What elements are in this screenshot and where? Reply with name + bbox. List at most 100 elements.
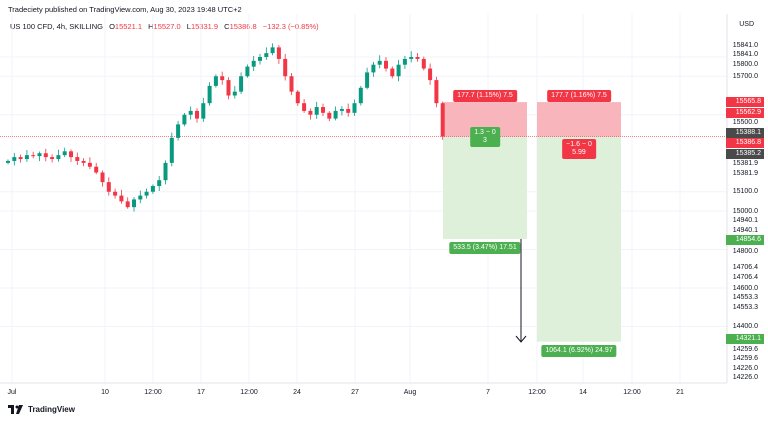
price-axis-label: 15381.9 [732,160,758,168]
candle-body [18,157,23,160]
candle-body [50,157,55,160]
low-value: 15331.9 [190,22,219,31]
symbol-name[interactable]: US 100 CFD, 4h, SKILLING [10,22,103,31]
low-label: L [186,22,191,31]
take-profit-zone[interactable] [537,136,621,342]
candle [396,59,401,82]
price-tag: 14321.1 [726,334,764,344]
stop-loss-zone[interactable] [537,102,621,137]
candle [421,56,426,71]
candle-body [232,91,237,96]
take-profit-label: 533.5 (3.47%) 17.51 [449,241,521,254]
candle-body [69,151,73,158]
time-axis-label: 7 [486,389,490,396]
candle [409,51,414,63]
candle-body [276,47,281,59]
candle [308,108,313,120]
price-tag: 15562.9 [726,107,764,118]
candle [18,154,23,163]
candle-body [289,76,294,92]
candle [434,76,439,108]
time-axis-label: 24 [293,389,301,396]
candle-body [245,66,250,77]
candle [352,99,357,116]
tradingview-logo-icon [8,405,23,414]
candle [201,97,206,122]
candle-body [132,199,136,208]
candle [119,189,124,204]
candle-body [201,103,206,119]
candle [327,111,332,122]
candle [371,61,376,77]
candle [428,63,433,85]
candle-body [100,172,105,183]
candle-body [24,155,29,160]
candle [245,64,250,78]
candle [113,188,118,199]
price-tag: 14854.6 [726,235,764,245]
high-value: 15527.0 [153,22,181,31]
candle-body [409,57,414,59]
brand-name: TradingView [28,405,75,414]
candle [163,160,168,185]
candle [321,103,325,117]
change-value: −132.3 (−0.85%) [262,22,319,31]
candle [239,72,244,94]
candle [56,149,61,162]
candle [144,188,149,199]
candle-body [138,195,143,200]
candle-body [377,60,382,65]
price-axis-label: 15381.9 [732,169,758,177]
candle [81,158,86,167]
candle-body [333,110,338,119]
candle [226,77,231,100]
candle [24,149,29,162]
candle-body [358,87,363,104]
candle [69,149,73,162]
candle [150,184,155,194]
candle [100,170,105,187]
candle [289,72,294,96]
candle [50,154,55,163]
candle [106,177,111,196]
price-axis-label: 14226.0 [732,364,758,372]
price-axis-label: 15000.0 [732,207,758,215]
pnl-text: 1.3 − 0 [474,128,496,136]
candle [415,52,420,62]
candle-body [37,153,42,157]
candle-body [62,151,67,156]
candle [157,175,162,191]
price-axis-label: 14706.4 [732,264,758,272]
published-info: Tradeciety published on TradingView.com,… [8,5,242,14]
candle [232,86,237,99]
candle [176,120,181,141]
take-profit-zone[interactable] [443,136,527,239]
qty-text: 3 [483,136,487,144]
candle-body [396,64,401,77]
high-label: H [148,22,154,31]
currency-label: USD [739,21,754,28]
candle-body [157,180,162,186]
candle [377,55,382,69]
candle [258,53,262,65]
candle [276,45,281,64]
candle-body [125,201,130,208]
price-tag: 15386.8 [726,138,764,149]
price-axis-label: 15100.0 [732,188,758,196]
candle [37,151,42,162]
candle-body [220,76,225,81]
candle [75,152,80,165]
candle-body [314,107,319,115]
candle [339,106,344,116]
candle-body [113,191,118,196]
time-axis-label: 12:00 [144,389,162,396]
candle-body [94,166,99,173]
open-label: O [109,22,115,31]
time-axis-label: 17 [197,389,205,396]
candle-body [415,57,420,59]
candle [138,190,143,204]
candle-body [12,157,17,161]
candle [169,132,174,167]
